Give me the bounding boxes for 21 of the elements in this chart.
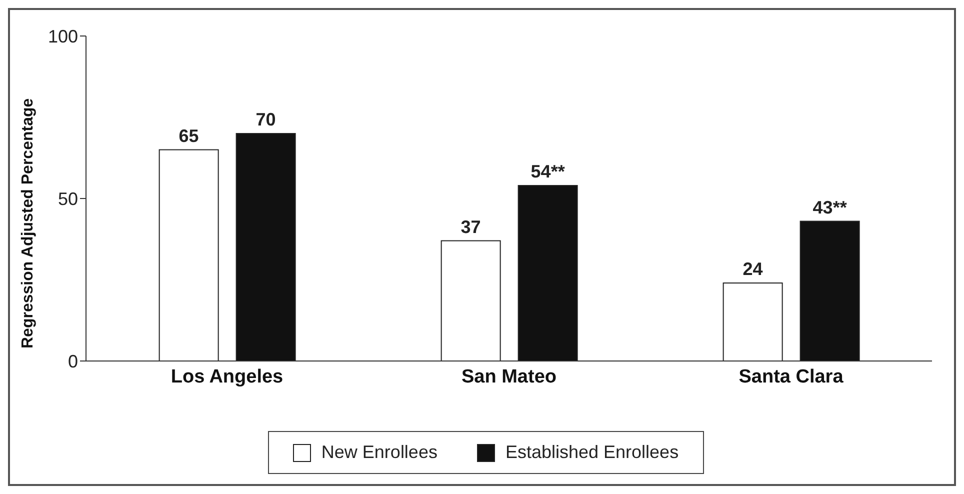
x-tick-label: San Mateo (461, 366, 557, 388)
data-label: 24 (742, 259, 763, 279)
bar (518, 185, 578, 361)
x-tick-label: Santa Clara (738, 366, 844, 388)
legend-label: Established Enrollees (505, 442, 679, 463)
y-tick-label: 100 (48, 26, 78, 46)
y-tick-label: 50 (58, 188, 78, 209)
bar (722, 282, 783, 361)
y-axis-title: Regression Adjusted Percentage (20, 98, 37, 348)
bar (800, 220, 860, 361)
data-label: 43** (812, 197, 847, 218)
bar (158, 149, 219, 361)
data-label: 37 (460, 216, 481, 237)
data-label: 54** (530, 162, 565, 182)
y-tick-label: 0 (68, 351, 78, 372)
data-label: 70 (256, 110, 276, 130)
bar (440, 240, 501, 361)
x-tick-label: Los Angeles (170, 366, 284, 388)
bar (236, 133, 296, 361)
legend-label: New Enrollees (321, 442, 438, 463)
data-label: 65 (178, 126, 199, 146)
